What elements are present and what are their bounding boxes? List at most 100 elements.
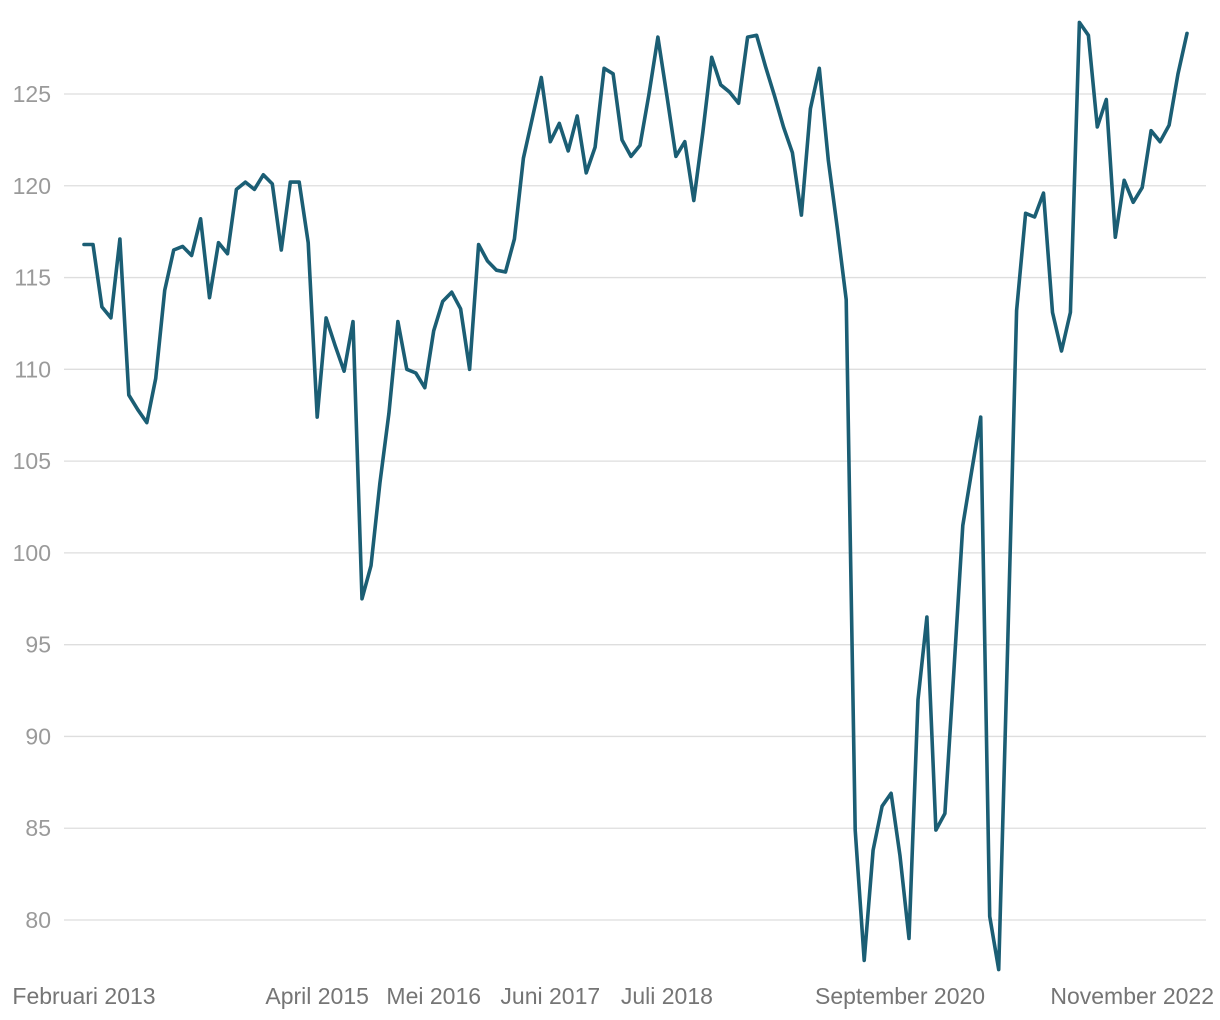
- data-point: [341, 368, 347, 374]
- y-tick-label: 115: [14, 265, 51, 291]
- y-tick-label: 80: [25, 907, 51, 933]
- data-point: [520, 155, 526, 161]
- data-point: [1005, 642, 1011, 648]
- data-point: [467, 366, 473, 372]
- data-point: [664, 93, 670, 99]
- data-point: [861, 957, 867, 963]
- data-point: [601, 65, 607, 71]
- data-point: [646, 91, 652, 97]
- data-point: [305, 240, 311, 246]
- data-point: [485, 258, 491, 264]
- data-point: [879, 803, 885, 809]
- data-point: [547, 139, 553, 145]
- data-point: [852, 827, 858, 833]
- data-point: [619, 137, 625, 143]
- data-point: [511, 236, 517, 242]
- data-point: [323, 315, 329, 321]
- data-point: [1175, 71, 1181, 77]
- x-tick-label: Februari 2013: [12, 983, 155, 1009]
- data-point: [502, 269, 508, 275]
- data-point: [897, 853, 903, 859]
- data-point: [126, 392, 132, 398]
- data-point: [386, 410, 392, 416]
- data-point: [960, 522, 966, 528]
- y-tick-label: 120: [13, 173, 51, 199]
- data-point: [296, 179, 302, 185]
- data-point: [216, 240, 222, 246]
- data-point: [81, 242, 87, 248]
- data-point: [834, 225, 840, 231]
- data-point: [969, 467, 975, 473]
- data-point: [440, 298, 446, 304]
- data-point: [1067, 309, 1073, 315]
- data-point: [1058, 348, 1064, 354]
- data-point: [207, 295, 213, 301]
- data-point: [1157, 139, 1163, 145]
- data-point: [1032, 214, 1038, 220]
- data-point: [888, 790, 894, 796]
- data-point: [278, 247, 284, 253]
- data-point: [942, 811, 948, 817]
- data-point: [763, 63, 769, 69]
- y-tick-label: 95: [25, 632, 51, 658]
- data-point: [592, 144, 598, 150]
- data-point: [314, 414, 320, 420]
- data-point: [368, 563, 374, 569]
- data-point: [538, 74, 544, 80]
- series-group: [81, 20, 1190, 972]
- data-point: [1112, 234, 1118, 240]
- data-point: [789, 150, 795, 156]
- y-tick-label: 110: [14, 356, 51, 382]
- data-point: [807, 106, 813, 112]
- data-point: [153, 376, 159, 382]
- data-point: [709, 54, 715, 60]
- y-tick-label: 105: [13, 448, 51, 474]
- data-point: [1121, 177, 1127, 183]
- y-tick-label: 125: [13, 81, 51, 107]
- data-point: [198, 216, 204, 222]
- data-point: [395, 319, 401, 325]
- gridlines: [64, 93, 1206, 921]
- data-point: [224, 251, 230, 257]
- x-tick-label: September 2020: [815, 983, 985, 1009]
- data-point: [251, 186, 257, 192]
- data-point: [1184, 30, 1190, 36]
- data-point: [1023, 210, 1029, 216]
- data-point: [1094, 124, 1100, 130]
- data-point: [933, 827, 939, 833]
- data-point: [574, 113, 580, 119]
- y-tick-label: 90: [25, 723, 51, 749]
- data-point: [628, 153, 634, 159]
- data-point: [171, 247, 177, 253]
- data-point: [494, 267, 500, 273]
- data-point: [404, 366, 410, 372]
- data-point: [1049, 309, 1055, 315]
- data-point: [180, 243, 186, 249]
- x-tick-label: Juli 2018: [621, 983, 713, 1009]
- data-point: [431, 328, 437, 334]
- data-point: [1148, 128, 1154, 134]
- data-point: [870, 847, 876, 853]
- data-point: [269, 181, 275, 187]
- data-point: [727, 89, 733, 95]
- data-point: [691, 197, 697, 203]
- data-point: [162, 287, 168, 293]
- data-point: [1103, 97, 1109, 103]
- data-point: [242, 179, 248, 185]
- data-point: [332, 342, 338, 348]
- data-point: [260, 172, 266, 178]
- data-point: [1014, 308, 1020, 314]
- data-point: [287, 179, 293, 185]
- data-point: [754, 32, 760, 38]
- data-point: [565, 148, 571, 154]
- data-point: [682, 139, 688, 145]
- data-point: [825, 157, 831, 163]
- data-point: [413, 370, 419, 376]
- y-tick-label: 85: [25, 815, 51, 841]
- x-tick-label: November 2022: [1050, 983, 1214, 1009]
- data-point: [978, 414, 984, 420]
- data-point: [359, 596, 365, 602]
- data-point: [108, 315, 114, 321]
- data-point: [422, 385, 428, 391]
